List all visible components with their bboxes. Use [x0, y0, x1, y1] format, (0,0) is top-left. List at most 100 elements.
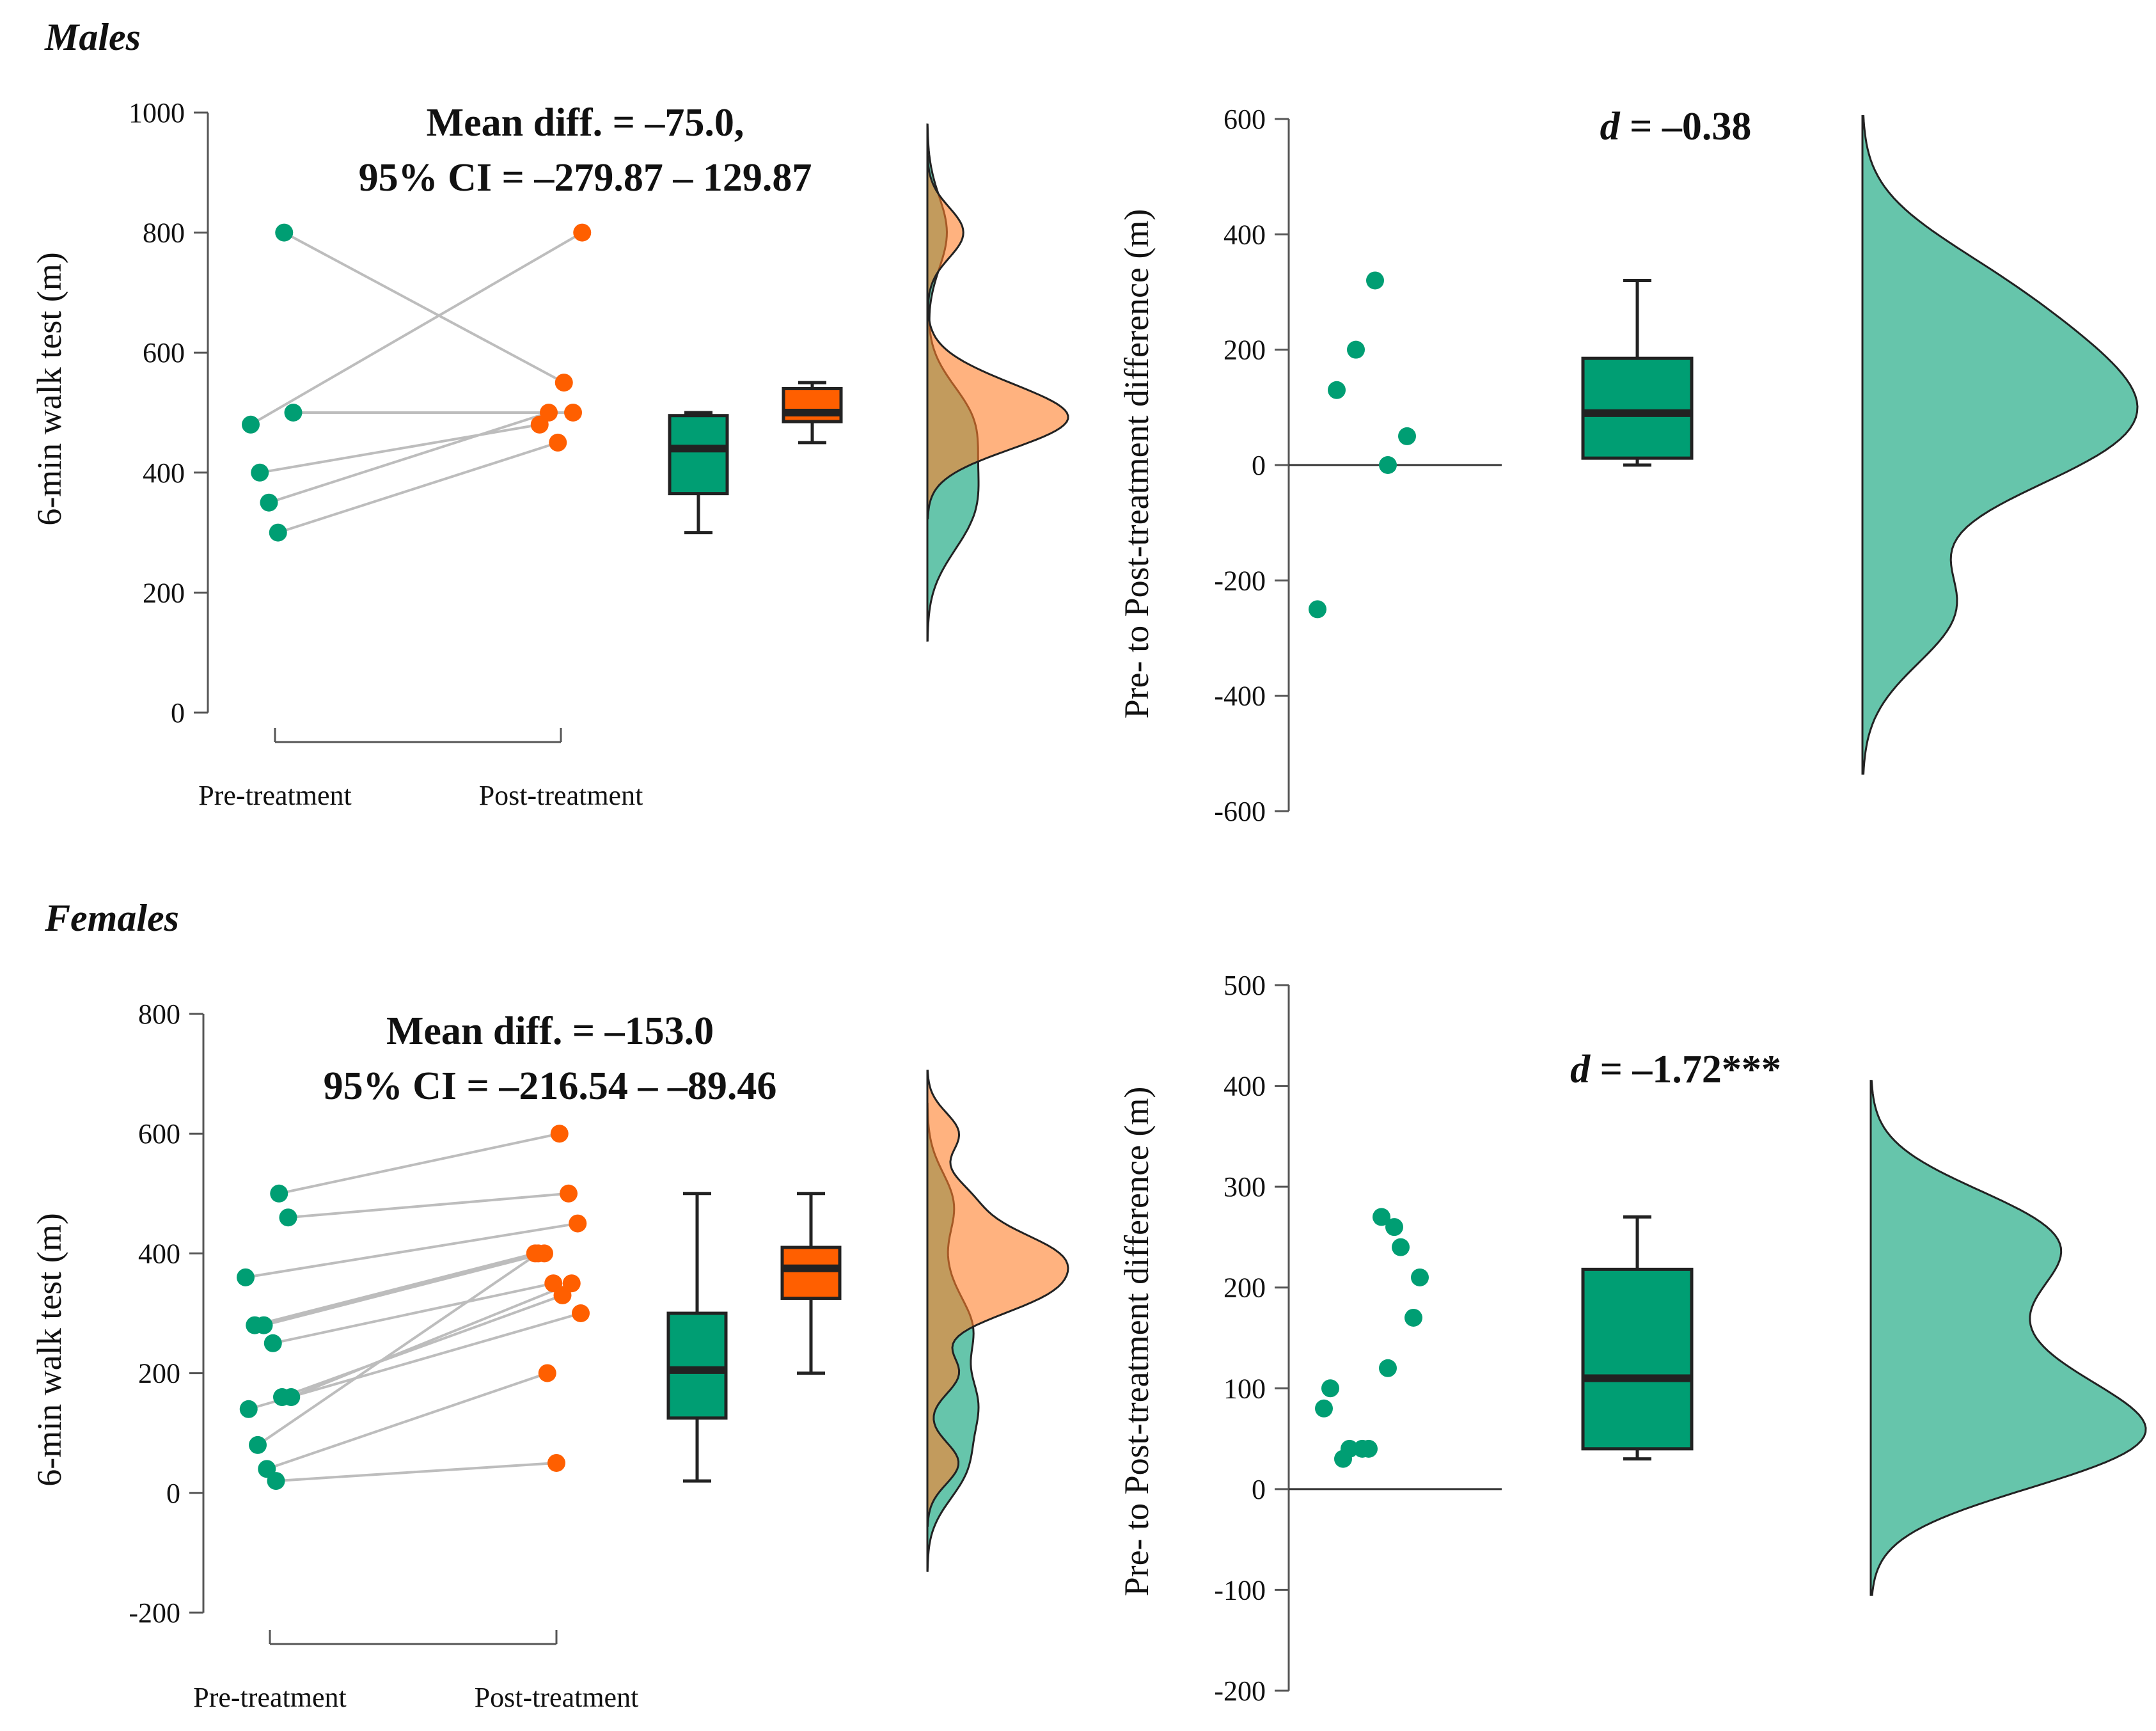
females-diff-density — [1869, 1080, 2147, 1596]
pre-treatment-point — [237, 1268, 255, 1286]
paired-y-tick-label: 200 — [138, 1358, 180, 1389]
difference-point — [1360, 1439, 1378, 1458]
post-treatment-point — [569, 1214, 587, 1233]
males-ci-annotation: 95% CI = –279.87 – 129.87 — [359, 156, 812, 200]
difference-point — [1379, 1359, 1397, 1377]
diff-y-tick-label: -200 — [1214, 1675, 1266, 1707]
difference-point — [1347, 340, 1365, 359]
pair-line — [272, 1282, 554, 1345]
pair-line — [266, 1371, 548, 1471]
paired-y-tick-label: 400 — [143, 457, 185, 489]
pair-line — [290, 1282, 572, 1398]
males-paired-y-label: 6-min walk test (m) — [30, 252, 68, 525]
pre-treatment-point — [275, 223, 294, 242]
diff-y-tick-label: -600 — [1214, 796, 1266, 827]
diff-y-tick-label: 0 — [1252, 1474, 1266, 1505]
paired-y-tick-label: 800 — [143, 217, 185, 249]
pair-line — [268, 411, 549, 504]
post-treatment-point — [560, 1184, 578, 1203]
diff-y-tick-label: -100 — [1214, 1574, 1266, 1606]
difference-point — [1405, 1308, 1422, 1327]
pre-treatment-point — [267, 1472, 285, 1490]
post-treatment-point — [550, 1125, 569, 1143]
paired-y-tick-label: 1000 — [129, 97, 185, 129]
diff-y-tick-label: 500 — [1224, 970, 1266, 1001]
pair-line — [281, 1294, 563, 1398]
pre-treatment-point — [239, 1400, 258, 1418]
difference-box-iqr-box — [1581, 1267, 1694, 1451]
females-d-value: = –1.72*** — [1590, 1048, 1781, 1091]
pre-treatment-point — [249, 1435, 267, 1454]
difference-point — [1411, 1268, 1429, 1286]
diff-y-tick-label: 400 — [1224, 1071, 1266, 1102]
difference-point — [1398, 427, 1416, 445]
pre-treatment-point — [269, 523, 287, 542]
post-treatment-box-iqr-box — [782, 386, 843, 423]
males-d-value: = –0.38 — [1620, 105, 1752, 148]
pre-treatment-box-iqr-box — [668, 414, 729, 496]
females-paired-y-axis: -200 0 200 400 600 800 — [129, 999, 558, 1645]
females-post-label: Post-treatment — [475, 1682, 639, 1713]
males-pre-label: Pre-treatment — [198, 780, 351, 811]
females-ci-annotation: 95% CI = –216.54 – –89.46 — [324, 1064, 777, 1108]
difference-point — [1341, 1439, 1358, 1458]
males-cohens-d-annotation: d = –0.38 — [1600, 105, 1752, 148]
post-treatment-point — [538, 1364, 556, 1382]
post-treatment-density-curve — [926, 155, 1069, 519]
pair-line — [256, 1252, 539, 1446]
females-pre-label: Pre-treatment — [193, 1682, 346, 1713]
males-diff-points — [1309, 271, 1416, 619]
pre-treatment-point — [264, 1334, 282, 1352]
post-treatment-point — [529, 1244, 547, 1263]
females-mean-diff-annotation: Mean diff. = –153.0 — [386, 1009, 714, 1053]
pre-treatment-box-iqr-box — [666, 1311, 728, 1420]
diff-y-tick-label: 0 — [1252, 450, 1266, 481]
diff-y-tick-label: 200 — [1224, 335, 1266, 366]
pre-treatment-point — [284, 404, 303, 422]
paired-y-tick-label: 600 — [138, 1118, 180, 1150]
post-treatment-point — [549, 433, 567, 452]
pair-line — [276, 1462, 557, 1483]
paired-y-tick-label: -200 — [129, 1597, 180, 1629]
males-difference-panel: -600 -400 -200 0 200 400 600 Pre- to Post-trea… — [1117, 104, 2139, 827]
difference-point — [1328, 381, 1346, 399]
females-diff-y-label: Pre- to Post-treatment difference (m) — [1117, 1087, 1156, 1597]
paired-y-tick-label: 0 — [171, 697, 185, 729]
diff-y-tick-label: 100 — [1224, 1373, 1266, 1404]
females-paired-panel: -200 0 200 400 600 800 6-min walk test (m) Pr… — [30, 999, 1069, 1713]
females-difference-panel: -200 -100 0 100 200 300 400 500 Pre- to Post-tr… — [1117, 970, 2147, 1707]
post-treatment-point — [564, 404, 582, 422]
females-paired-densities — [926, 1070, 1069, 1572]
difference-point — [1392, 1238, 1410, 1256]
pair-line — [278, 441, 558, 534]
paired-y-tick-label: 200 — [143, 577, 185, 608]
paired-y-tick-label: 400 — [138, 1238, 180, 1269]
difference-density-curve — [1869, 1080, 2147, 1596]
paired-y-tick-label: 800 — [138, 999, 180, 1030]
pair-line — [254, 1252, 536, 1327]
males-paired-densities — [926, 123, 1069, 642]
pre-treatment-point — [260, 493, 278, 512]
section-label-females: Females — [44, 897, 179, 939]
females-diff-box — [1581, 1215, 1694, 1461]
pair-line — [259, 423, 540, 474]
diff-y-tick-label: 600 — [1224, 104, 1266, 135]
post-treatment-point — [555, 374, 573, 392]
females-d-symbol: d — [1570, 1048, 1591, 1091]
females-diff-points — [1315, 1208, 1429, 1468]
post-treatment-point — [540, 404, 558, 422]
difference-point — [1309, 600, 1326, 619]
pair-line — [264, 1252, 545, 1327]
pair-line — [283, 231, 565, 384]
males-diff-density — [1861, 115, 2139, 775]
difference-density-curve — [1861, 115, 2139, 775]
males-post-label: Post-treatment — [479, 780, 643, 811]
females-paired-y-label: 6-min walk test (m) — [30, 1213, 68, 1486]
males-diff-box — [1581, 278, 1694, 467]
paired-y-tick-label: 600 — [143, 337, 185, 368]
pre-treatment-point — [242, 415, 260, 434]
males-d-symbol: d — [1600, 105, 1621, 148]
difference-point — [1385, 1218, 1403, 1237]
post-treatment-point — [573, 223, 592, 242]
